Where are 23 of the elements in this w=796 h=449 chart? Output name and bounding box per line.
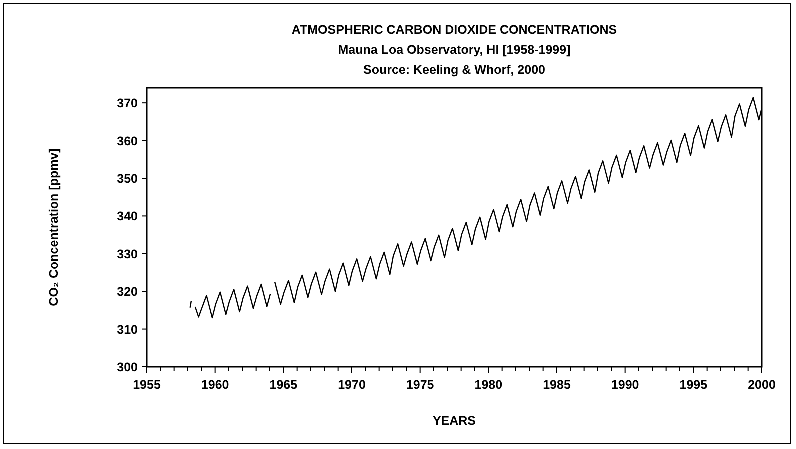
y-tick-label: 310 <box>117 322 138 337</box>
x-tick-label: 1960 <box>201 378 230 392</box>
x-tick-label: 2000 <box>748 378 776 392</box>
x-tick-label: 1990 <box>611 378 640 392</box>
chart-title: ATMOSPHERIC CARBON DIOXIDE CONCENTRATIONS <box>292 23 618 37</box>
y-tick-label: 320 <box>117 285 138 300</box>
x-tick-label: 1965 <box>270 378 298 392</box>
x-tick-label: 1955 <box>133 378 161 392</box>
x-tick-label: 1985 <box>543 378 571 392</box>
x-tick-label: 1970 <box>338 378 366 392</box>
y-axis-title: CO₂ Concentration [ppmv] <box>47 148 61 306</box>
y-tick-label: 370 <box>117 96 138 111</box>
x-tick-label: 1975 <box>406 378 434 392</box>
x-tick-label: 1980 <box>474 378 503 392</box>
y-tick-label: 330 <box>117 247 138 262</box>
y-tick-label: 300 <box>117 360 138 374</box>
y-tick-label: 350 <box>117 172 138 186</box>
chart-subtitle: Mauna Loa Observatory, HI [1958-1999] <box>338 43 571 57</box>
source-note: Source: Keeling & Whorf, 2000 <box>364 63 546 77</box>
y-tick-label: 340 <box>117 210 138 224</box>
y-tick-label: 360 <box>117 134 138 148</box>
x-tick-label: 1995 <box>680 378 708 392</box>
x-axis-title: YEARS <box>432 414 476 428</box>
